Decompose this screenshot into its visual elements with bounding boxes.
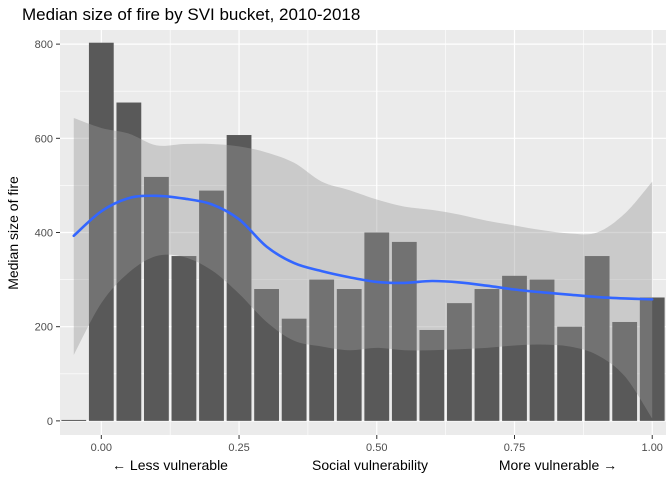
y-tick-label: 200	[35, 322, 53, 334]
y-axis: 0 200 400 600 800	[35, 39, 60, 428]
x-axis: 0.00 0.25 0.50 0.75 1.00	[91, 435, 663, 454]
y-tick-label: 800	[35, 39, 53, 51]
y-tick-label: 400	[35, 228, 53, 240]
bar	[639, 297, 665, 421]
x-axis-label: Social vulnerability	[312, 457, 428, 473]
y-tick-label: 0	[47, 416, 53, 428]
y-tick-label: 600	[35, 133, 53, 145]
bar	[529, 279, 555, 421]
x-tick-label: 0.75	[504, 442, 525, 454]
bar	[199, 190, 224, 421]
confidence-ribbon	[73, 118, 653, 419]
bar	[116, 102, 142, 421]
x-tick-label: 1.00	[642, 442, 663, 454]
bar	[584, 256, 610, 421]
x-tick-label: 0.00	[91, 442, 112, 454]
x-tick-label: 0.25	[228, 442, 249, 454]
bar	[171, 256, 197, 421]
bar	[502, 275, 527, 421]
bar	[557, 326, 582, 421]
bar	[254, 289, 279, 421]
smooth-line	[72, 194, 654, 301]
bar	[61, 419, 87, 421]
bar	[419, 329, 445, 421]
x-annotation-more-vulnerable: More vulnerable →	[499, 457, 617, 473]
bar	[144, 176, 169, 421]
bar	[88, 42, 114, 421]
chart-title: Median size of fire by SVI bucket, 2010-…	[22, 5, 360, 24]
bar	[447, 303, 472, 421]
bar	[336, 289, 362, 421]
x-tick-label: 0.50	[366, 442, 387, 454]
x-annotation-less-vulnerable: ← Less vulnerable	[112, 457, 228, 473]
y-axis-label: Median size of fire	[5, 176, 21, 290]
bar	[391, 241, 417, 421]
bar	[364, 232, 390, 421]
bar	[612, 321, 638, 421]
bar	[474, 289, 500, 421]
bar	[281, 318, 307, 421]
bars	[61, 42, 665, 421]
bar	[226, 135, 252, 421]
bar	[309, 279, 335, 421]
